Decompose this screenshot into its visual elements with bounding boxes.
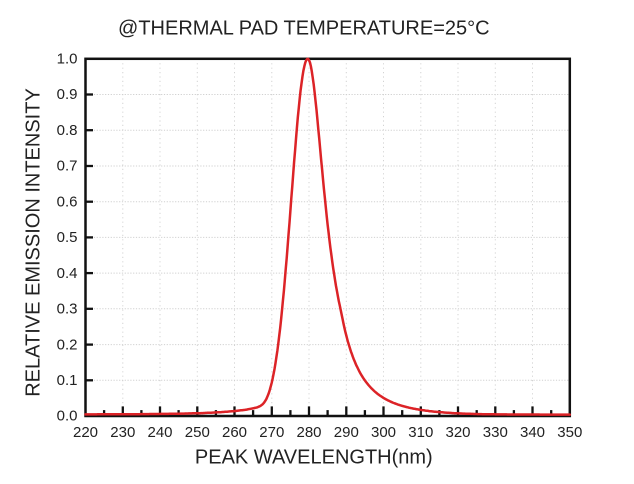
svg-text:RELATIVE EMISSION INTENSITY: RELATIVE EMISSION INTENSITY: [23, 88, 45, 397]
svg-text:270: 270: [259, 424, 284, 441]
svg-text:0.6: 0.6: [57, 193, 78, 210]
svg-text:0.4: 0.4: [57, 265, 78, 282]
svg-text:0.3: 0.3: [57, 301, 78, 318]
svg-text:300: 300: [371, 424, 396, 441]
svg-text:350: 350: [557, 424, 582, 441]
svg-text:260: 260: [222, 424, 247, 441]
svg-text:220: 220: [73, 424, 98, 441]
svg-text:1.0: 1.0: [57, 51, 78, 68]
svg-text:0.0: 0.0: [57, 408, 78, 425]
svg-text:0.1: 0.1: [57, 372, 78, 389]
svg-text:230: 230: [110, 424, 135, 441]
svg-text:320: 320: [445, 424, 470, 441]
svg-text:0.8: 0.8: [57, 122, 78, 139]
svg-text:280: 280: [296, 424, 321, 441]
svg-text:0.2: 0.2: [57, 336, 78, 353]
svg-text:340: 340: [520, 424, 545, 441]
svg-text:0.5: 0.5: [57, 229, 78, 246]
svg-text:310: 310: [408, 424, 433, 441]
svg-text:@THERMAL PAD TEMPERATURE=25°C: @THERMAL PAD TEMPERATURE=25°C: [118, 18, 490, 40]
svg-text:250: 250: [185, 424, 210, 441]
svg-text:PEAK WAVELENGTH(nm): PEAK WAVELENGTH(nm): [195, 446, 433, 468]
svg-text:0.9: 0.9: [57, 86, 78, 103]
svg-text:290: 290: [334, 424, 359, 441]
svg-text:330: 330: [483, 424, 508, 441]
svg-text:240: 240: [147, 424, 172, 441]
svg-text:0.7: 0.7: [57, 158, 78, 175]
